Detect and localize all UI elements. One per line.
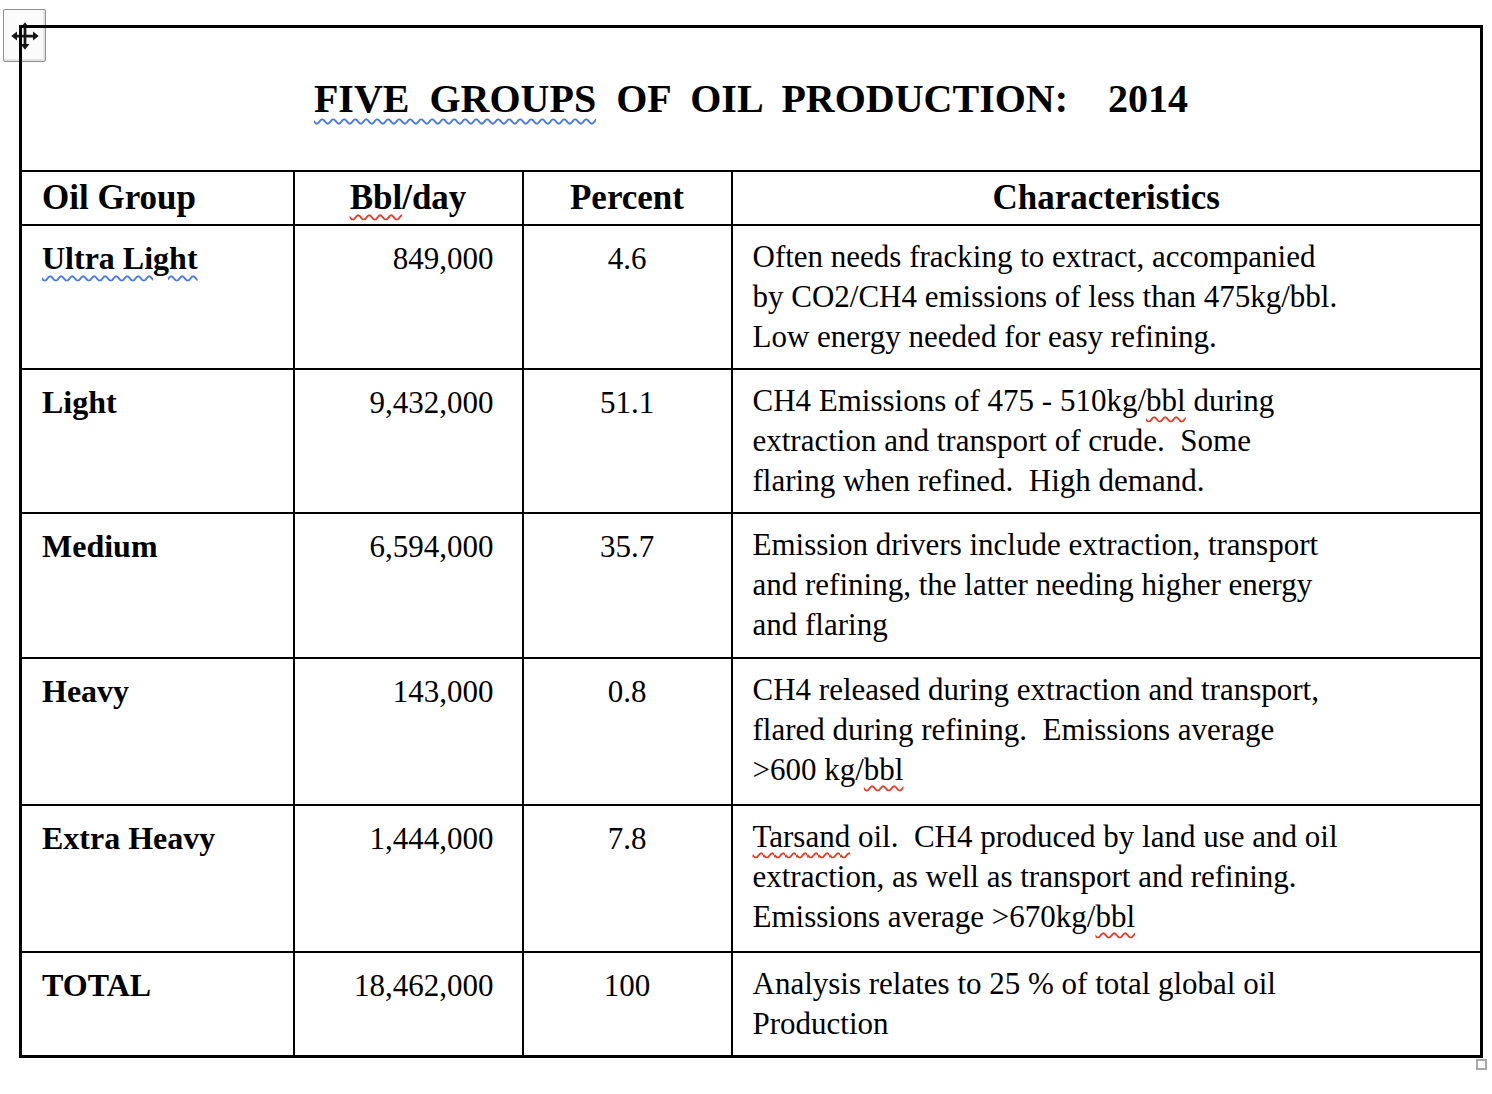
cell-percent[interactable]: 4.6 [523, 225, 732, 369]
cell-oil-group[interactable]: Medium [21, 513, 294, 658]
text-segment: CH4 released during extraction and trans… [753, 672, 1319, 787]
text-segment: Oil Group [42, 178, 196, 217]
cell-oil-group[interactable]: TOTAL [21, 952, 294, 1057]
table-row-total: TOTAL 18,462,000 100 Analysis relates to… [21, 952, 1482, 1057]
text-segment: /day [402, 178, 466, 217]
cell-characteristics[interactable]: Tarsand oil. CH4 produced by land use an… [732, 805, 1482, 952]
cell-characteristics[interactable]: Often needs fracking to extract, accompa… [732, 225, 1482, 369]
cell-oil-group[interactable]: Heavy [21, 658, 294, 805]
text-segment: Tarsand [753, 819, 851, 854]
cell-percent[interactable]: 7.8 [523, 805, 732, 952]
table-row-medium: Medium 6,594,000 35.7 Emission drivers i… [21, 513, 1482, 658]
cell-characteristics[interactable]: Analysis relates to 25 % of total global… [732, 952, 1482, 1057]
text-segment: Light [42, 384, 117, 420]
text-segment: Emission drivers include extraction, tra… [753, 527, 1319, 642]
cell-characteristics[interactable]: CH4 released during extraction and trans… [732, 658, 1482, 805]
cell-percent[interactable]: 0.8 [523, 658, 732, 805]
title-row: FIVE GROUPS OF OIL PRODUCTION: 2014 [21, 27, 1482, 171]
cell-bbl-day[interactable]: 143,000 [294, 658, 523, 805]
table-row-heavy: Heavy 143,000 0.8 CH4 released during ex… [21, 658, 1482, 805]
text-segment: Percent [570, 178, 684, 217]
cell-oil-group[interactable]: Extra Heavy [21, 805, 294, 952]
text-segment: Characteristics [993, 178, 1220, 217]
text-segment: Often needs fracking to extract, accompa… [753, 239, 1338, 354]
header-percent[interactable]: Percent [523, 171, 732, 225]
text-segment: OF OIL PRODUCTION: 2014 [596, 76, 1188, 121]
cell-oil-group[interactable]: Ultra Light [21, 225, 294, 369]
cell-bbl-day[interactable]: 6,594,000 [294, 513, 523, 658]
table-title[interactable]: FIVE GROUPS OF OIL PRODUCTION: 2014 [21, 27, 1482, 171]
cell-oil-group[interactable]: Light [21, 369, 294, 513]
table-row-extra-heavy: Extra Heavy 1,444,000 7.8 Tarsand oil. C… [21, 805, 1482, 952]
text-segment: bbl [1095, 899, 1135, 934]
table-row-light: Light 9,432,000 51.1 CH4 Emissions of 47… [21, 369, 1482, 513]
header-oil-group[interactable]: Oil Group [21, 171, 294, 225]
cell-bbl-day[interactable]: 9,432,000 [294, 369, 523, 513]
text-segment: Bbl [350, 178, 403, 217]
text-segment: Analysis relates to 25 % of total global… [753, 966, 1276, 1041]
header-bbl-day[interactable]: Bbl/day [294, 171, 523, 225]
oil-groups-table: FIVE GROUPS OF OIL PRODUCTION: 2014 Oil … [19, 25, 1483, 1058]
text-segment: Medium [42, 528, 158, 564]
cell-percent[interactable]: 35.7 [523, 513, 732, 658]
text-segment: Heavy [42, 673, 129, 709]
text-segment: Ultra Light [42, 240, 198, 276]
text-segment: TOTAL [42, 967, 151, 1003]
cell-bbl-day[interactable]: 1,444,000 [294, 805, 523, 952]
cell-percent[interactable]: 100 [523, 952, 732, 1057]
text-segment: bbl [1146, 383, 1186, 418]
cell-bbl-day[interactable]: 18,462,000 [294, 952, 523, 1057]
table-resize-handle[interactable] [1476, 1059, 1487, 1070]
header-row: Oil Group Bbl/day Percent Characteristic… [21, 171, 1482, 225]
text-segment: Extra Heavy [42, 820, 215, 856]
header-characteristics[interactable]: Characteristics [732, 171, 1482, 225]
text-segment: FIVE GROUPS [314, 76, 596, 121]
table-row-ultra-light: Ultra Light 849,000 4.6 Often needs frac… [21, 225, 1482, 369]
cell-characteristics[interactable]: Emission drivers include extraction, tra… [732, 513, 1482, 658]
cell-bbl-day[interactable]: 849,000 [294, 225, 523, 369]
cell-characteristics[interactable]: CH4 Emissions of 475 - 510kg/bbl during … [732, 369, 1482, 513]
cell-percent[interactable]: 51.1 [523, 369, 732, 513]
text-segment: CH4 Emissions of 475 - 510kg/ [753, 383, 1147, 418]
text-segment: bbl [864, 752, 904, 787]
